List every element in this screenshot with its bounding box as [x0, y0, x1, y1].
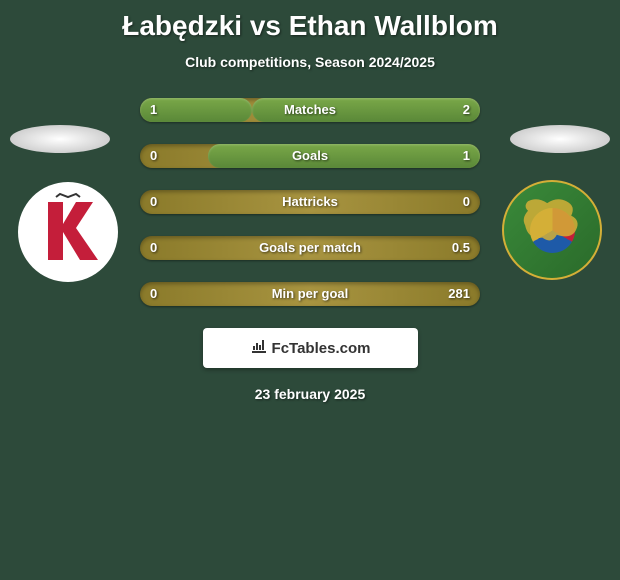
brand-text: FcTables.com [272, 340, 371, 357]
stat-row-hattricks: 0 Hattricks 0 [140, 190, 480, 214]
player-shadow-left [10, 125, 110, 153]
chart-icon [250, 337, 268, 360]
stat-row-mpg: 0 Min per goal 281 [140, 282, 480, 306]
stat-row-matches: 1 Matches 2 [140, 98, 480, 122]
stat-label: Matches [140, 98, 480, 122]
team-badge-left [18, 182, 118, 282]
stat-value-right: 0 [463, 190, 470, 214]
stat-label: Min per goal [140, 282, 480, 306]
subtitle: Club competitions, Season 2024/2025 [0, 54, 620, 70]
date-label: 23 february 2025 [0, 386, 620, 402]
page-title: Łabędzki vs Ethan Wallblom [0, 0, 620, 42]
stat-label: Goals per match [140, 236, 480, 260]
stat-label: Goals [140, 144, 480, 168]
stat-value-right: 281 [448, 282, 470, 306]
stat-label: Hattricks [140, 190, 480, 214]
team-badge-right [502, 180, 602, 280]
stat-value-right: 0.5 [452, 236, 470, 260]
stat-value-right: 1 [463, 144, 470, 168]
player-shadow-right [510, 125, 610, 153]
stat-row-gpm: 0 Goals per match 0.5 [140, 236, 480, 260]
stats-container: 1 Matches 2 0 Goals 1 0 Hattricks 0 0 Go… [140, 98, 480, 306]
brand-badge[interactable]: FcTables.com [203, 328, 418, 368]
stat-value-right: 2 [463, 98, 470, 122]
stat-row-goals: 0 Goals 1 [140, 144, 480, 168]
